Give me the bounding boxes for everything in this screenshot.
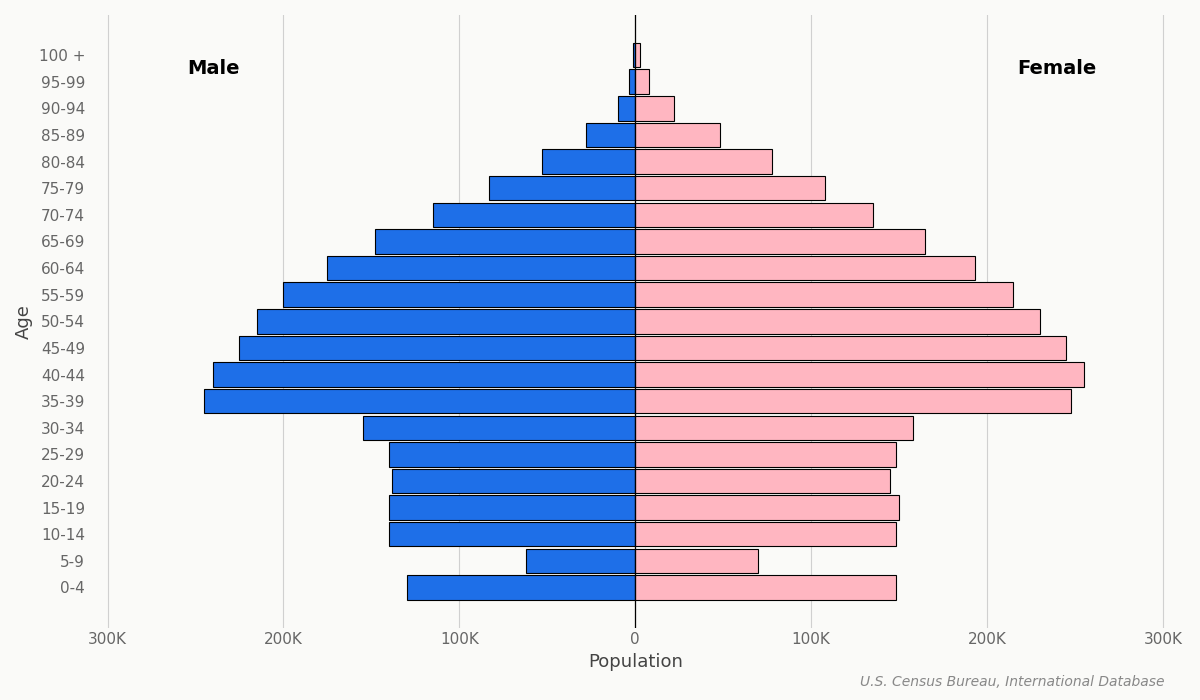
Bar [634,43,635,67]
Text: Male: Male [187,59,239,78]
Bar [283,282,635,307]
Bar [407,575,635,600]
Bar [635,309,1039,333]
Bar [635,575,895,600]
Bar [635,496,899,520]
Bar [635,96,674,120]
Bar [635,256,974,280]
Bar [635,229,925,253]
Bar [635,416,913,440]
Bar [526,549,635,573]
Bar [374,229,635,253]
Bar [635,522,895,547]
Bar [433,202,635,227]
Bar [257,309,635,333]
Bar [618,96,635,120]
Text: U.S. Census Bureau, International Database: U.S. Census Bureau, International Databa… [859,676,1164,690]
Bar [586,122,635,147]
Bar [389,442,635,467]
Bar [214,363,635,387]
Bar [635,69,649,94]
Bar [635,549,758,573]
Bar [635,336,1066,360]
Bar [328,256,635,280]
Bar [635,442,895,467]
Bar [635,149,773,174]
Bar [635,176,826,200]
Bar [635,363,1084,387]
Bar [389,496,635,520]
Bar [629,69,635,94]
Bar [542,149,635,174]
Text: Female: Female [1018,59,1097,78]
Bar [635,202,872,227]
Bar [635,469,890,493]
X-axis label: Population: Population [588,653,683,671]
Y-axis label: Age: Age [14,304,34,339]
Bar [204,389,635,414]
Bar [635,389,1072,414]
Bar [362,416,635,440]
Bar [635,43,640,67]
Bar [635,122,720,147]
Bar [389,522,635,547]
Bar [392,469,635,493]
Bar [635,282,1013,307]
Bar [490,176,635,200]
Bar [240,336,635,360]
